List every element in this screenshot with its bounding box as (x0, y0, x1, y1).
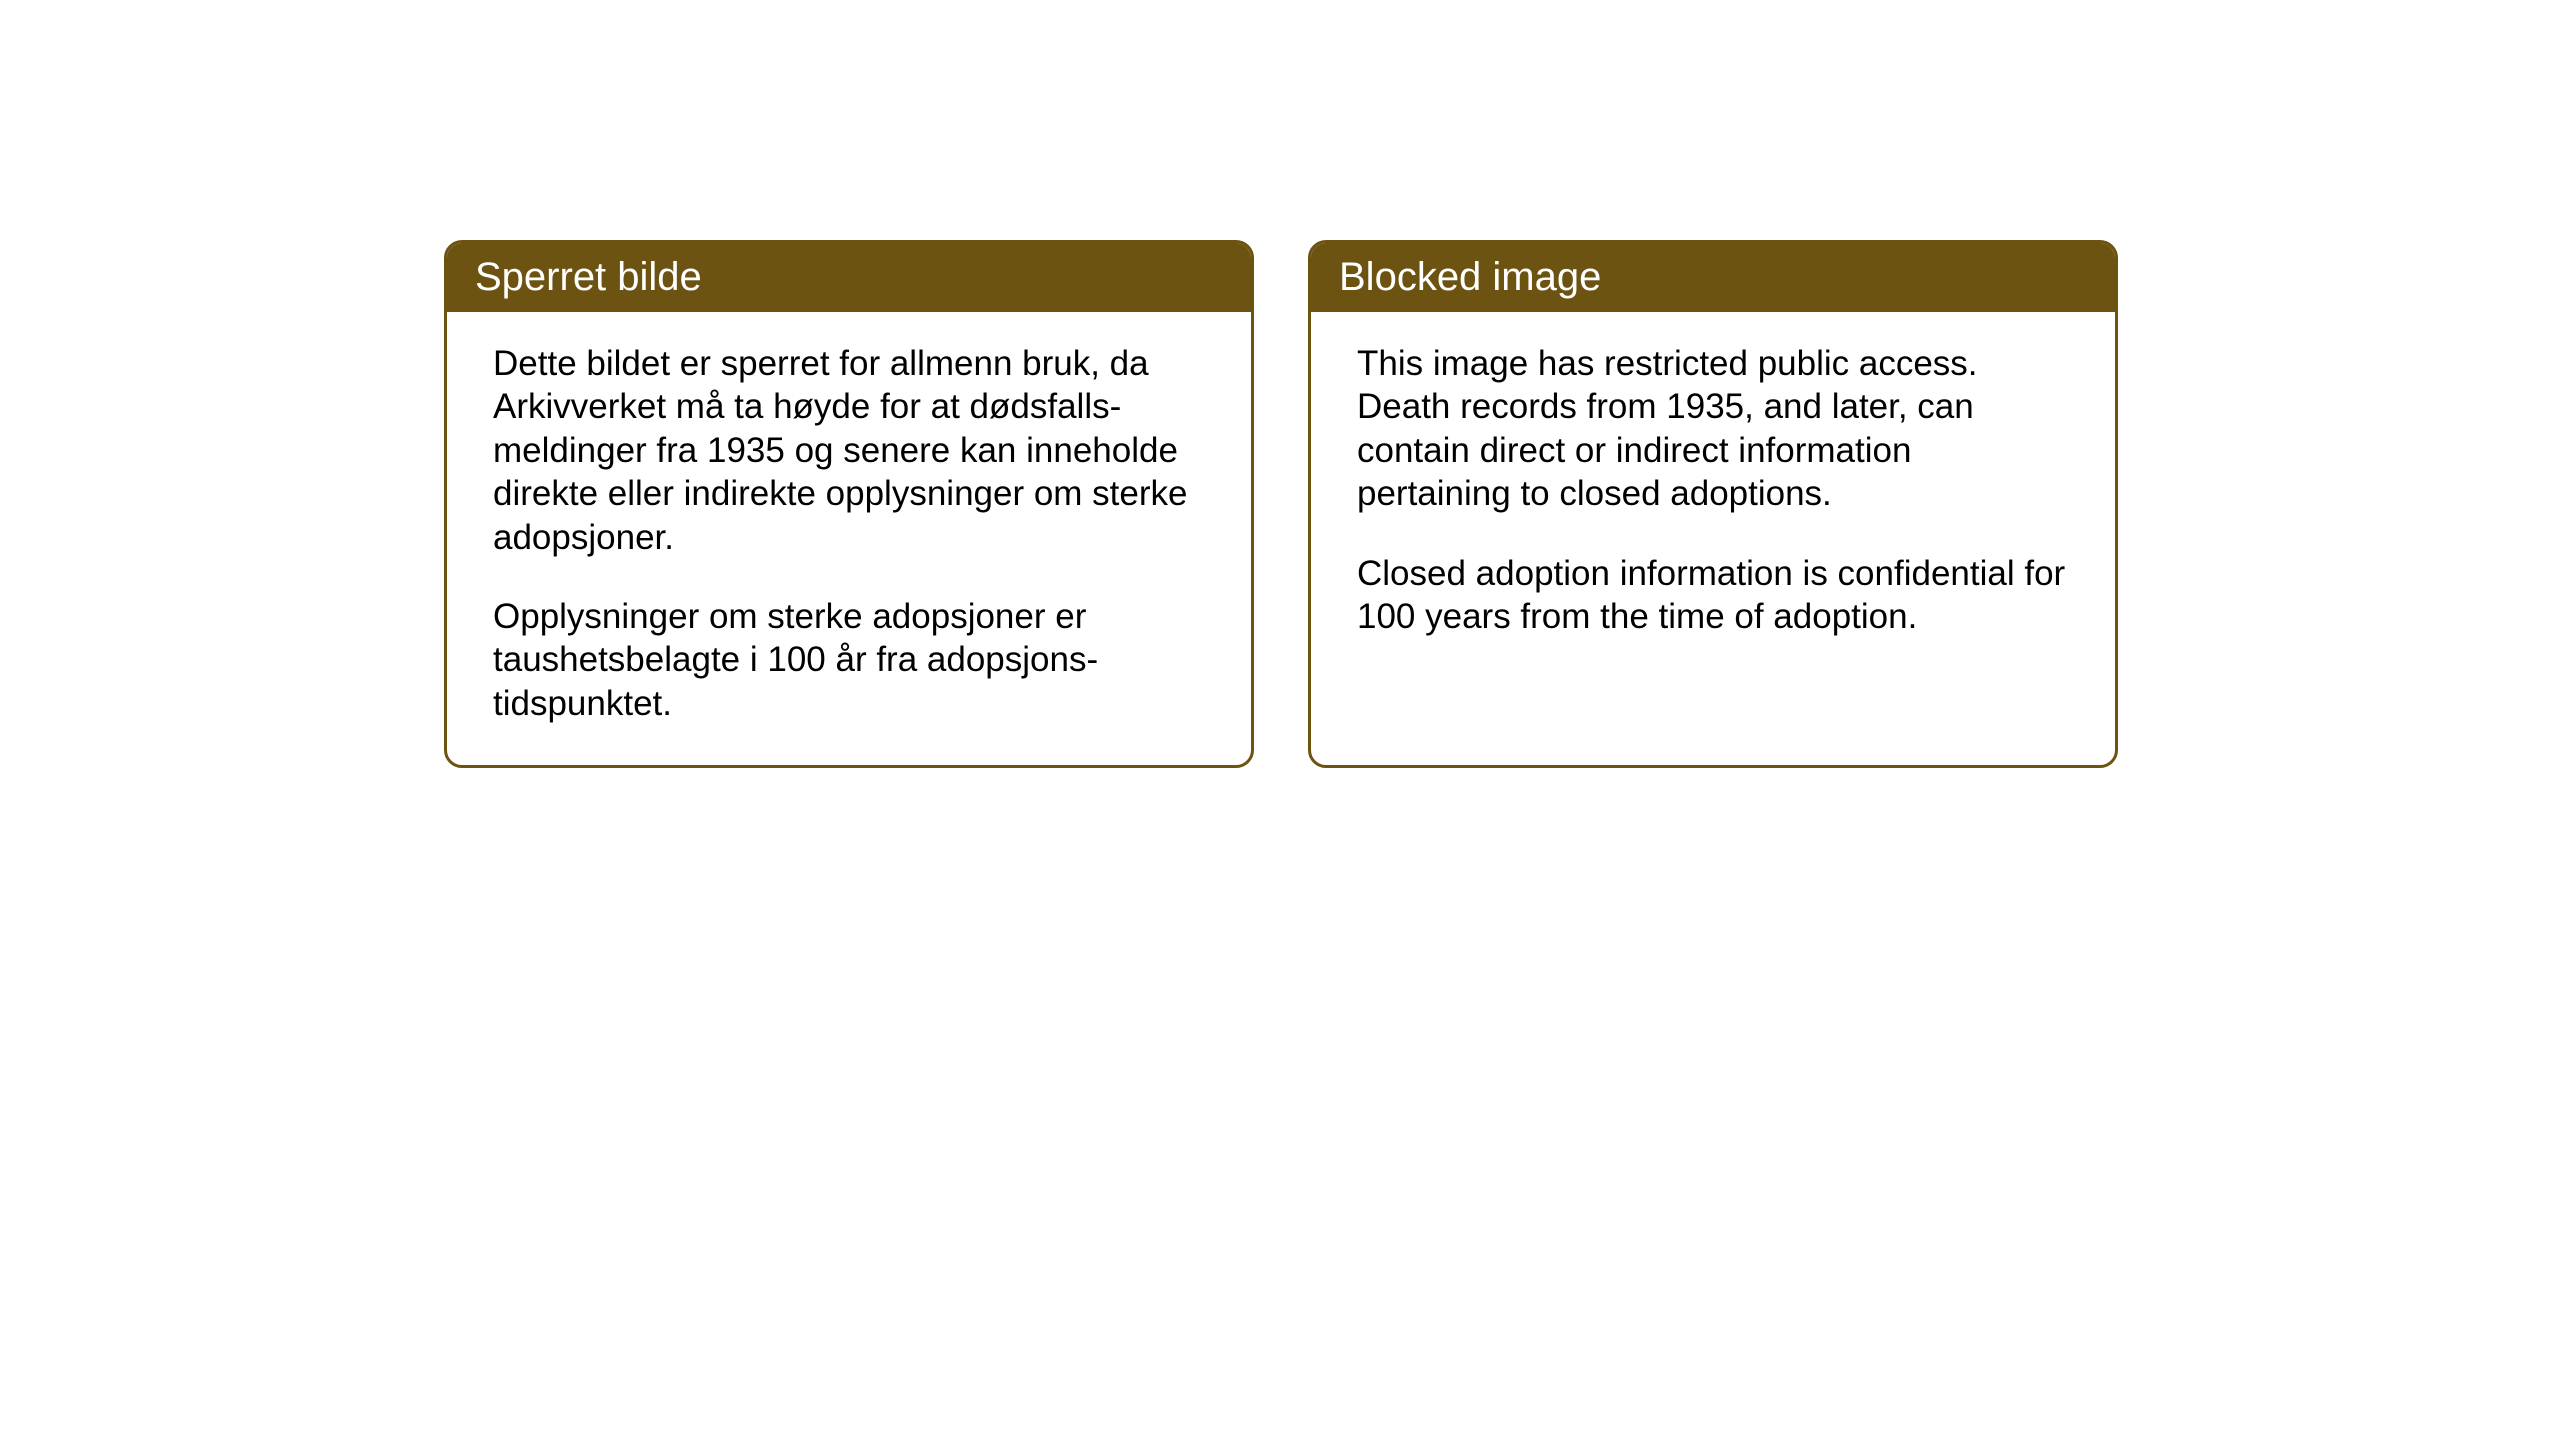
card-body-norwegian: Dette bildet er sperret for allmenn bruk… (447, 312, 1251, 765)
card-paragraph-2-english: Closed adoption information is confident… (1357, 552, 2069, 639)
cards-container: Sperret bilde Dette bildet er sperret fo… (444, 240, 2118, 768)
blocked-image-card-english: Blocked image This image has restricted … (1308, 240, 2118, 768)
card-paragraph-1-norwegian: Dette bildet er sperret for allmenn bruk… (493, 342, 1205, 559)
card-title-english: Blocked image (1339, 255, 1601, 299)
card-paragraph-1-english: This image has restricted public access.… (1357, 342, 2069, 516)
card-header-english: Blocked image (1311, 243, 2115, 312)
card-body-english: This image has restricted public access.… (1311, 312, 2115, 678)
card-paragraph-2-norwegian: Opplysninger om sterke adopsjoner er tau… (493, 595, 1205, 725)
card-title-norwegian: Sperret bilde (475, 255, 702, 299)
blocked-image-card-norwegian: Sperret bilde Dette bildet er sperret fo… (444, 240, 1254, 768)
card-header-norwegian: Sperret bilde (447, 243, 1251, 312)
